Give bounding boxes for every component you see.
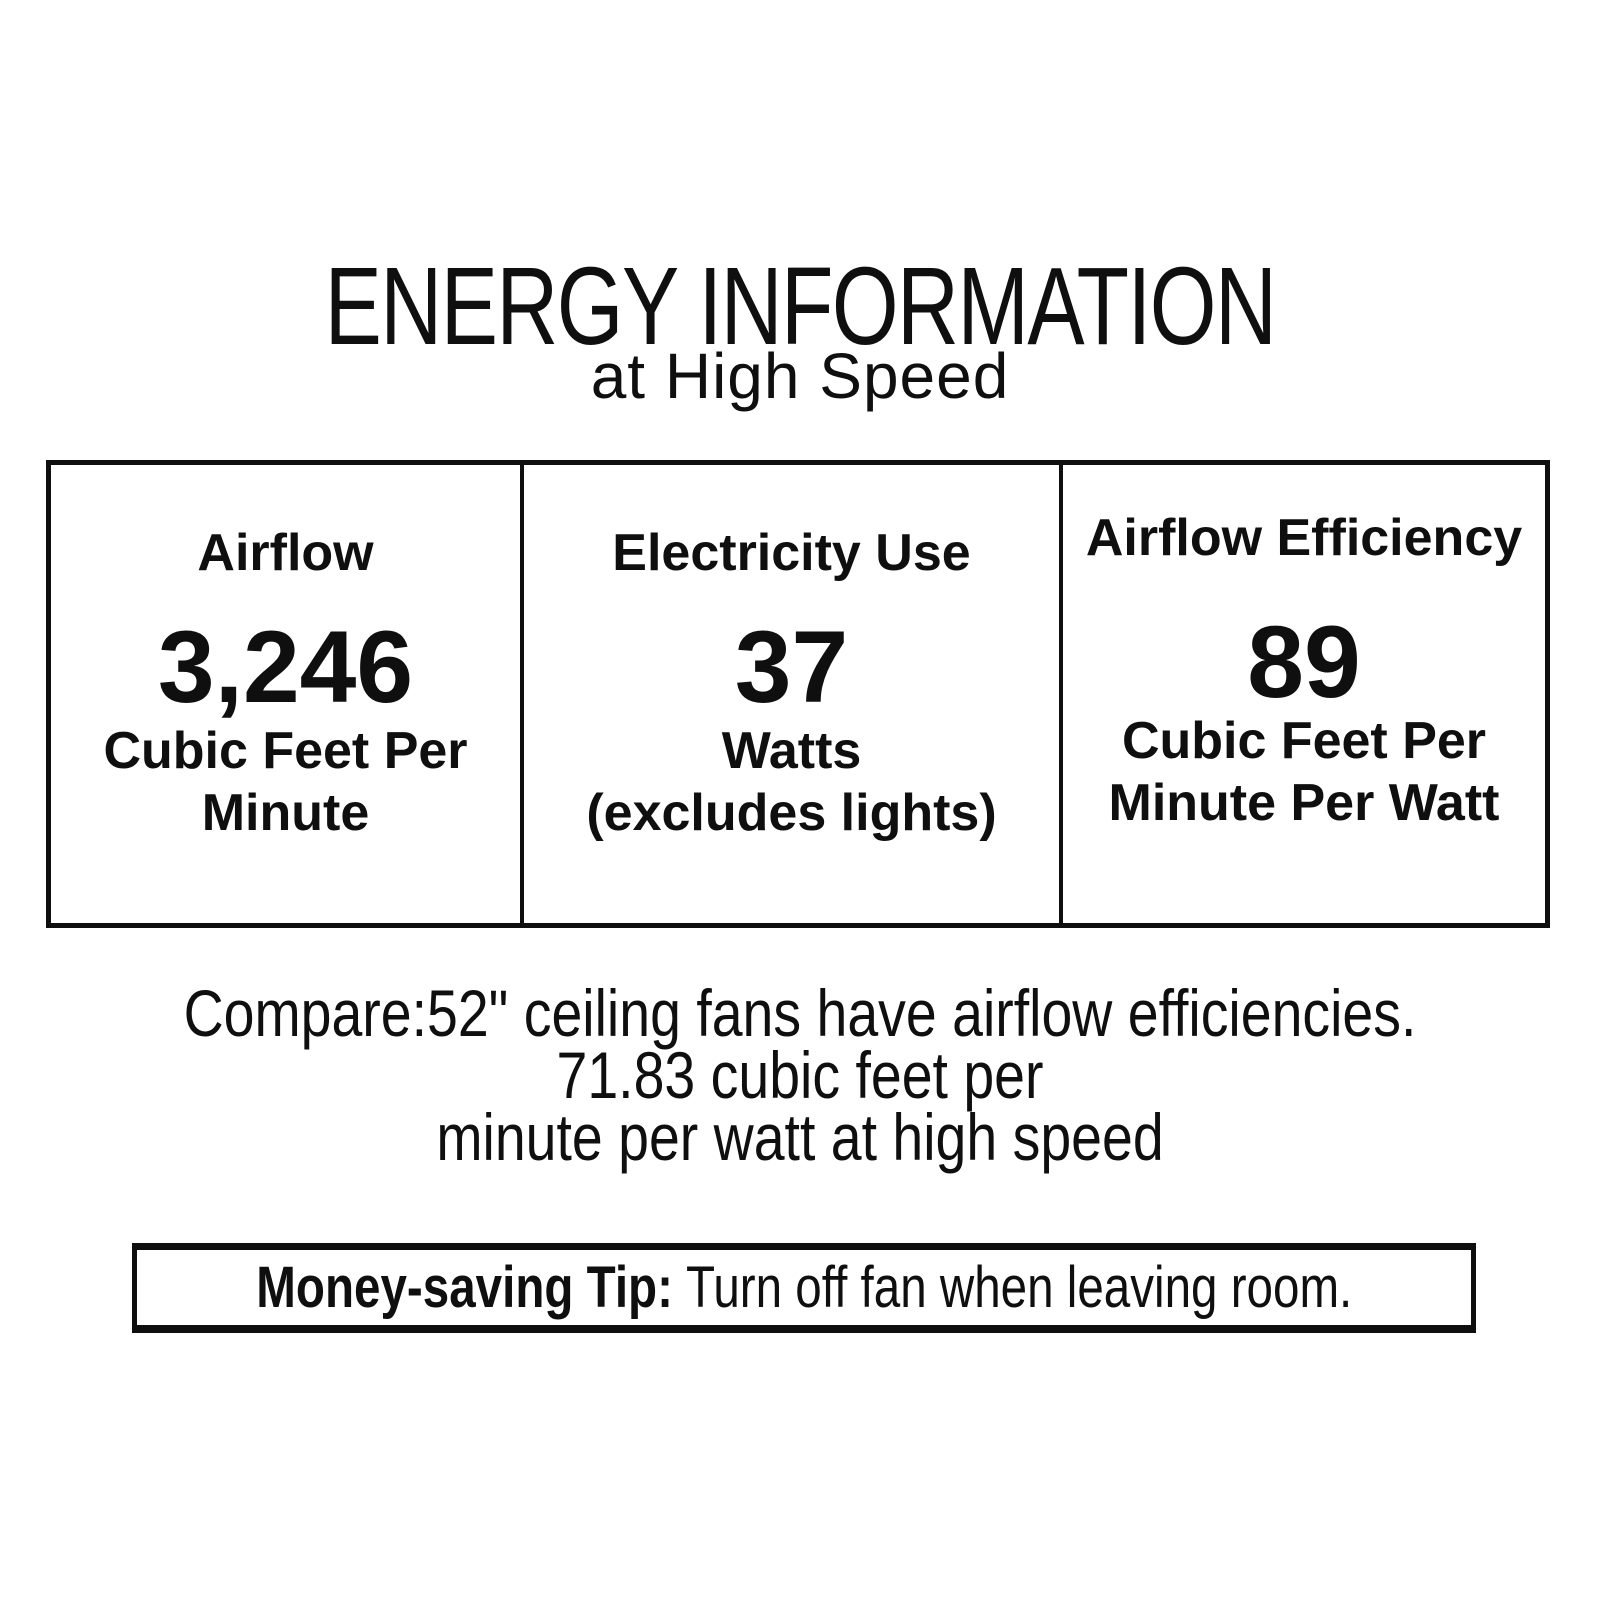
money-saving-tip-label: Money-saving Tip: (256, 1254, 673, 1320)
money-saving-tip-box: Money-saving Tip: Turn off fan when leavi… (132, 1243, 1476, 1333)
airflow-efficiency-unit: Cubic Feet Per Minute Per Watt (1063, 710, 1545, 834)
page-title: ENERGY INFORMATION (324, 245, 1277, 368)
page-subtitle: at High Speed (590, 340, 1010, 412)
airflow-efficiency-cell: Airflow Efficiency 89 Cubic Feet Per Min… (1059, 465, 1545, 923)
airflow-efficiency-unit-line2: Minute Per Watt (1108, 774, 1500, 832)
electricity-use-unit: Watts (excludes lights) (524, 720, 1059, 844)
compare-line3: minute per watt at high speed (436, 1100, 1164, 1174)
airflow-cell: Airflow 3,246 Cubic Feet Per Minute (51, 465, 520, 923)
money-saving-tip-text: Turn off fan when leaving room. (685, 1254, 1352, 1320)
electricity-use-cell: Electricity Use 37 Watts (excludes light… (520, 465, 1059, 923)
electricity-use-value: 37 (734, 610, 849, 724)
compare-line2: 71.83 cubic feet per (556, 1038, 1044, 1112)
airflow-unit: Cubic Feet Per Minute (51, 720, 520, 844)
compare-line1: Compare:52" ceiling fans have airflow ef… (183, 976, 1417, 1050)
energy-table: Airflow 3,246 Cubic Feet Per Minute Elec… (46, 460, 1550, 928)
compare-note: Compare:52" ceiling fans have airflow ef… (128, 976, 1472, 1174)
airflow-unit-line1: Cubic Feet Per (103, 722, 468, 780)
money-saving-tip-line: Money-saving Tip: Turn off fan when leavi… (256, 1254, 1352, 1320)
airflow-value: 3,246 (157, 610, 414, 724)
electricity-use-unit-line2: (excludes lights) (586, 784, 997, 842)
airflow-label: Airflow (197, 524, 374, 582)
electricity-use-label: Electricity Use (612, 524, 971, 582)
airflow-efficiency-label: Airflow Efficiency (1085, 509, 1523, 567)
airflow-efficiency-value: 89 (1247, 605, 1361, 719)
electricity-use-unit-line1: Watts (721, 722, 862, 780)
airflow-efficiency-unit-line1: Cubic Feet Per (1121, 712, 1487, 770)
airflow-unit-line2: Minute (201, 784, 370, 842)
